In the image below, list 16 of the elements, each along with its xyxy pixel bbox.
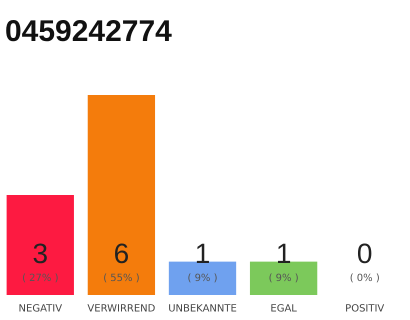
data-label: 6 bbox=[114, 238, 130, 269]
x-tick-label: NEGATIV bbox=[18, 304, 62, 314]
x-tick-label: VERWIRREND bbox=[87, 304, 156, 314]
annotation: ( 27% ) bbox=[22, 273, 59, 284]
x-tick-label: UNBEKANNTE bbox=[168, 304, 237, 314]
annotation: ( 0% ) bbox=[350, 273, 380, 284]
annotation: ( 9% ) bbox=[187, 273, 218, 284]
x-tick-label: POSITIV bbox=[345, 304, 384, 314]
annotation: ( 55% ) bbox=[103, 273, 140, 284]
chart-title: 0459242774 bbox=[5, 15, 172, 48]
data-label: 0 bbox=[356, 238, 373, 269]
data-label: 1 bbox=[194, 238, 210, 269]
x-tick-label: EGAL bbox=[270, 304, 298, 314]
data-label: 3 bbox=[32, 238, 48, 269]
annotation: ( 9% ) bbox=[268, 273, 299, 284]
data-label: 1 bbox=[276, 238, 292, 269]
